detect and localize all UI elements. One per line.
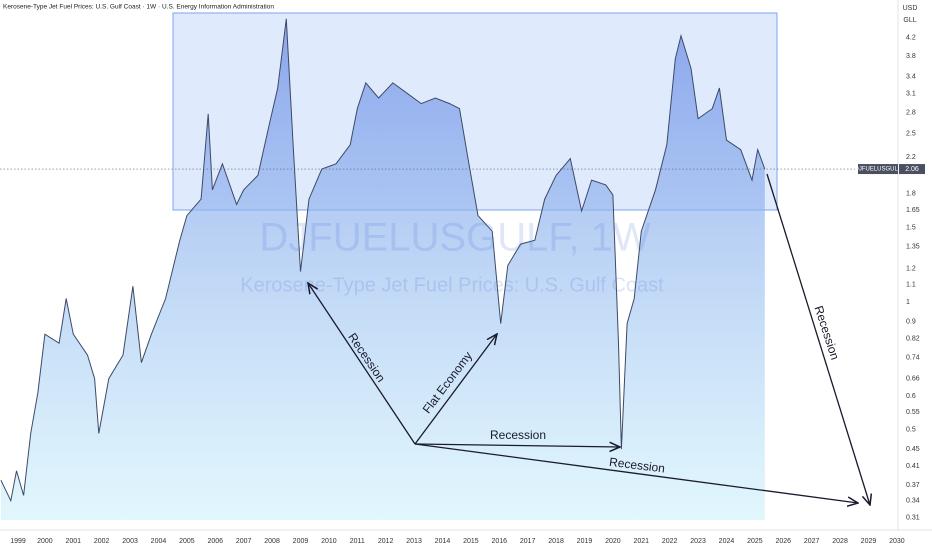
x-tick-label: 2011 bbox=[350, 538, 365, 545]
x-tick-label: 2013 bbox=[406, 538, 422, 545]
x-tick-label: 2009 bbox=[293, 538, 309, 545]
x-tick-label: 2001 bbox=[65, 538, 81, 545]
y-tick-label: 1.65 bbox=[906, 207, 920, 214]
y-tick-label: 0.6 bbox=[906, 393, 916, 400]
y-tick-label: 3.8 bbox=[906, 53, 916, 60]
x-tick-label: 2028 bbox=[832, 538, 848, 545]
currency-label: USD bbox=[903, 5, 918, 12]
x-tick-label: 2024 bbox=[719, 538, 735, 545]
x-tick-label: 2012 bbox=[378, 538, 394, 545]
x-tick-label: 2002 bbox=[94, 538, 110, 545]
last-price-label: 2.06 bbox=[905, 166, 919, 173]
y-tick-label: 3.1 bbox=[906, 91, 916, 98]
y-tick-label: 0.37 bbox=[906, 482, 920, 489]
annotation: Recession bbox=[608, 455, 665, 476]
x-tick-label: 2027 bbox=[804, 538, 820, 545]
x-tick-label: 2018 bbox=[548, 538, 564, 545]
symbol-tag bbox=[858, 164, 898, 175]
arrow bbox=[766, 173, 870, 505]
x-tick-label: 2029 bbox=[861, 538, 877, 545]
y-tick-label: 0.74 bbox=[906, 354, 920, 361]
x-tick-label: 2015 bbox=[463, 538, 479, 545]
y-tick-label: 0.66 bbox=[906, 375, 920, 382]
y-tick-label: 1 bbox=[906, 299, 910, 306]
y-tick-label: 0.9 bbox=[906, 318, 916, 325]
y-tick-label: 1.5 bbox=[906, 224, 916, 231]
y-tick-label: 2.8 bbox=[906, 109, 916, 116]
chart-title: Kerosene-Type Jet Fuel Prices: U.S. Gulf… bbox=[3, 4, 274, 11]
y-tick-label: 0.5 bbox=[906, 427, 916, 434]
watermark-subtitle: Kerosene-Type Jet Fuel Prices: U.S. Gulf… bbox=[240, 274, 664, 296]
y-tick-label: 2.5 bbox=[906, 130, 916, 137]
x-tick-label: 2026 bbox=[775, 538, 791, 545]
arrow bbox=[414, 334, 497, 445]
x-tick-label: 2016 bbox=[491, 538, 507, 545]
y-tick-label: 3.4 bbox=[906, 74, 916, 81]
y-tick-label: 2.2 bbox=[906, 154, 916, 161]
y-tick-label: 0.45 bbox=[906, 446, 920, 453]
x-tick-label: 2025 bbox=[747, 538, 763, 545]
x-tick-label: 2000 bbox=[37, 538, 53, 545]
y-tick-label: 1.8 bbox=[906, 191, 916, 198]
y-tick-label: 0.55 bbox=[906, 409, 920, 416]
plot-area bbox=[0, 18, 766, 521]
x-tick-label: 2022 bbox=[662, 538, 678, 545]
x-tick-label: 2023 bbox=[690, 538, 706, 545]
symbol-label: DJFUELUSGULF bbox=[854, 167, 901, 173]
x-tick-label: 2003 bbox=[122, 538, 138, 545]
y-tick-label: 0.31 bbox=[906, 515, 920, 522]
x-tick-label: 2010 bbox=[321, 538, 337, 545]
y-tick-label: 1.1 bbox=[906, 281, 916, 288]
x-tick-label: 2006 bbox=[207, 538, 223, 545]
x-tick-label: 2020 bbox=[605, 538, 621, 545]
annotation: Recession bbox=[490, 428, 546, 442]
price-line bbox=[0, 18, 766, 503]
watermark: DJFUELUSGULF, 1W bbox=[259, 216, 650, 260]
y-tick-label: 1.35 bbox=[906, 244, 920, 251]
y-tick-label: 0.34 bbox=[906, 498, 920, 505]
x-tick-label: 2014 bbox=[435, 538, 451, 545]
y-tick-label: 4.2 bbox=[906, 35, 916, 42]
x-tick-label: 2004 bbox=[151, 538, 167, 545]
y-tick-label: 0.41 bbox=[906, 463, 920, 470]
unit-label: GLL bbox=[903, 17, 916, 24]
price-tag bbox=[899, 164, 925, 175]
x-tick-label: 2017 bbox=[520, 538, 536, 545]
arrow bbox=[308, 283, 416, 445]
arrow bbox=[414, 444, 620, 447]
x-tick-label: 2021 bbox=[633, 538, 649, 545]
x-tick-label: 2008 bbox=[264, 538, 280, 545]
x-tick-label: 1999 bbox=[10, 538, 26, 545]
area-fill bbox=[0, 18, 765, 521]
x-tick-label: 2005 bbox=[179, 538, 195, 545]
x-tick-label: 2019 bbox=[577, 538, 593, 545]
y-tick-label: 1.2 bbox=[906, 265, 916, 272]
arrow bbox=[414, 443, 858, 503]
y-tick-label: 0.82 bbox=[906, 335, 920, 342]
x-tick-label: 2030 bbox=[889, 538, 905, 545]
x-tick-label: 2007 bbox=[236, 538, 252, 545]
